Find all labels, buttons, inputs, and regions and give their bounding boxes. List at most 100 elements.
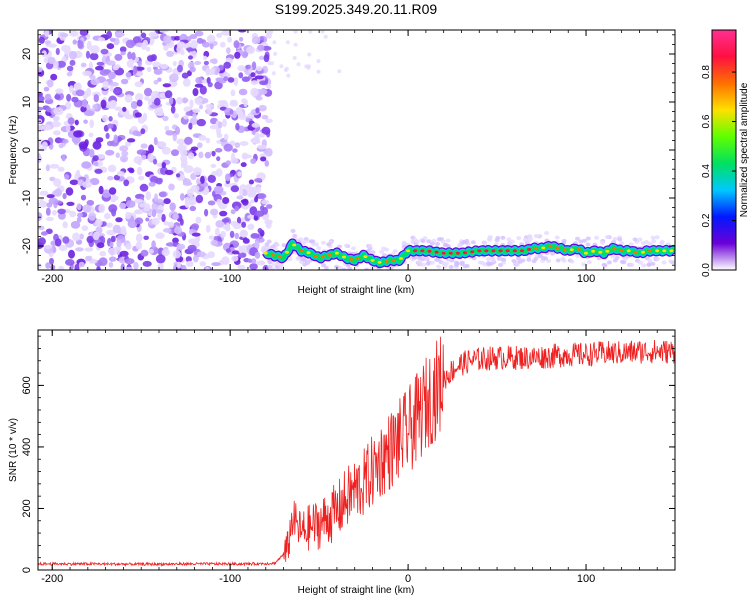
track-core [591,249,596,253]
noise-blob [223,61,232,69]
noise-blob [211,262,221,267]
noise-blob [135,93,144,102]
noise-blob [188,55,193,60]
noise-blob [139,183,149,192]
track-halo [459,261,465,266]
noise-blob [182,78,191,87]
noise-blob [209,124,219,130]
track-halo [435,241,440,246]
noise-blob [124,141,132,147]
noise-blob [171,149,179,157]
track-halo [274,265,280,270]
noise-blob [223,133,229,141]
noise-blob [205,137,211,144]
noise-blob [187,244,197,252]
noise-blob [49,163,60,169]
noise-blob [173,113,179,119]
noise-blob [58,245,68,251]
track-halo [487,235,493,240]
noise-blob [58,265,65,270]
noise-blob [255,96,263,101]
track-halo [464,263,470,268]
noise-blob [83,110,94,117]
noise-blob [210,239,219,246]
noise-blob [209,43,214,50]
track-halo [417,261,423,266]
noise-blob [254,210,265,217]
noise-blob [115,217,123,223]
noise-blob [86,199,95,206]
noise-blob [107,176,114,181]
noise-blob [92,140,102,150]
noise-blob [62,221,68,229]
noise-blob [148,144,155,154]
track-halo [533,256,539,261]
noise-blob [189,205,197,212]
noise-blob [96,242,105,249]
track-core [512,249,517,253]
track-halo [470,240,476,245]
track-core [527,248,532,251]
x-tick-label: -100 [219,273,241,285]
track-halo [586,260,592,265]
noise-blob [240,230,247,238]
track-halo [606,260,612,265]
track-core [363,255,368,258]
noise-blob [133,65,138,75]
noise-blob [190,146,199,151]
track-core [427,249,432,253]
noise-blob [68,85,74,93]
noise-blob [53,107,64,116]
noise-blob [256,260,266,266]
track-halo [668,259,674,264]
noise-blob [254,178,263,183]
noise-blob [54,94,61,100]
noise-blob [230,89,236,97]
noise-blob [105,149,115,156]
noise-blob [138,202,146,208]
noise-blob [50,73,58,81]
track-halo [429,241,435,246]
noise-blob [153,79,159,85]
noise-blob [54,188,62,197]
y-tick-label: 0 [21,147,33,153]
noise-blob [38,153,42,163]
noise-blob [160,63,168,70]
track-halo [619,241,625,246]
track-halo [628,262,634,267]
noise-blob [142,112,148,122]
noise-blob [230,157,239,164]
noise-blob [82,70,92,77]
track-core [598,250,603,254]
noise-blob [72,39,78,45]
noise-blob [112,64,120,71]
track-halo [267,264,273,269]
noise-blob [58,143,64,149]
noise-blob [251,139,261,144]
noise-blob [185,256,192,263]
track-core [541,246,546,250]
noise-blob [161,162,166,169]
track-halo [501,257,507,262]
track-core [534,247,539,250]
noise-blob [120,78,129,85]
noise-blob [233,40,240,49]
noise-blob [135,66,145,71]
noise-blob [242,238,250,244]
noise-blob [180,193,185,201]
noise-blob [93,94,100,103]
noise-blob [120,225,127,235]
noise-blob [75,247,84,252]
noise-blob [69,30,79,37]
noise-blob [108,187,117,195]
colorbar-tick-label: 0.8 [701,65,712,79]
noise-blob [110,235,116,243]
noise-blob [206,77,211,84]
noise-blob [124,94,133,103]
noise-blob [59,32,69,38]
noise-blob [279,64,284,69]
noise-blob [162,228,172,233]
noise-blob [205,224,211,233]
track-core [334,251,339,255]
track-halo [661,260,667,265]
